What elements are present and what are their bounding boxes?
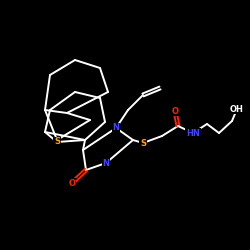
Text: OH: OH xyxy=(230,104,244,114)
Text: O: O xyxy=(172,106,178,116)
Text: N: N xyxy=(112,124,119,132)
Text: N: N xyxy=(102,158,110,168)
Text: S: S xyxy=(54,138,60,146)
Text: HN: HN xyxy=(186,128,200,138)
Text: O: O xyxy=(68,178,75,188)
Text: S: S xyxy=(140,138,146,147)
